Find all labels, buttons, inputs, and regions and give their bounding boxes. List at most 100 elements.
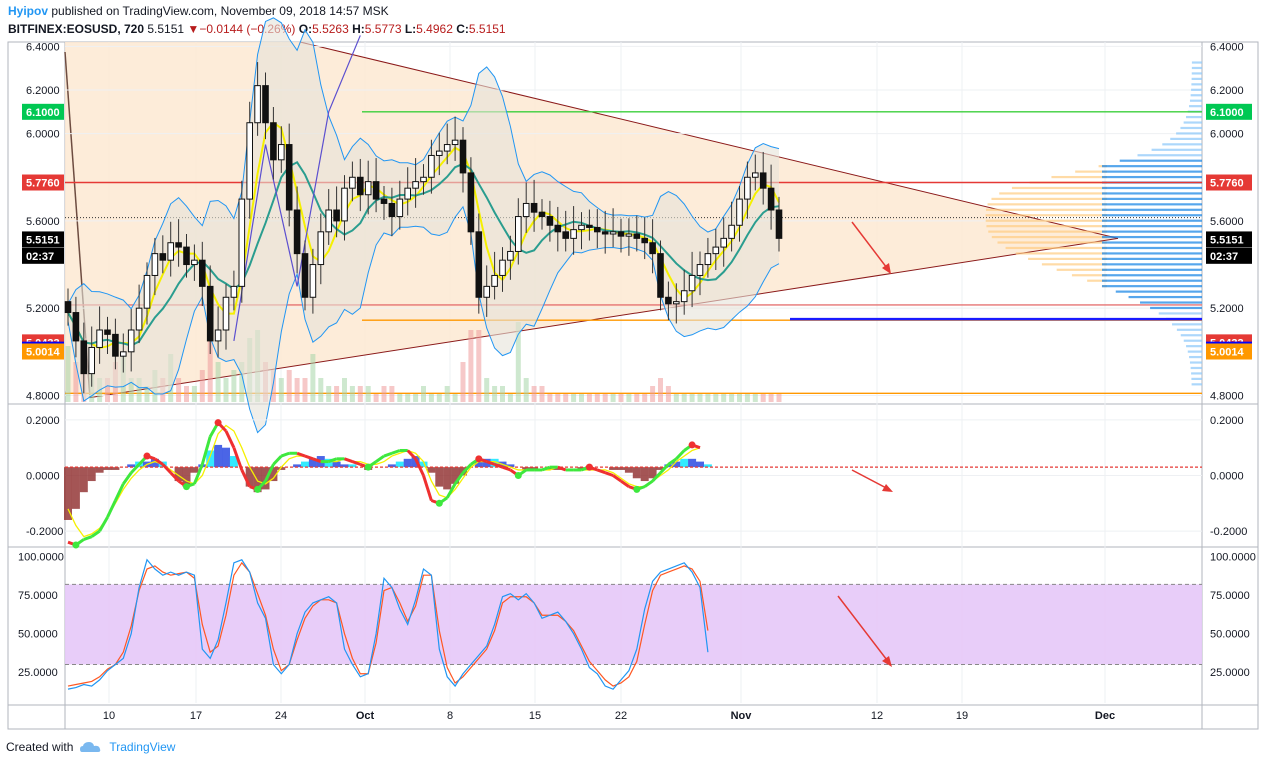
oscillator-arrow-line	[851, 469, 891, 491]
candle-body	[222, 296, 230, 331]
candle-body	[159, 253, 167, 261]
volume-bar	[365, 386, 371, 402]
candle-body	[388, 202, 396, 218]
stochastic-d-line	[67, 561, 709, 687]
volume-profile-bar	[1189, 105, 1202, 108]
volume-profile-bar	[1191, 72, 1202, 75]
oscillator-histogram-bar	[103, 467, 112, 470]
tradingview-link[interactable]: TradingView	[109, 740, 176, 754]
oscillator-main-line	[154, 457, 164, 466]
volume-bar	[713, 394, 719, 402]
oscillator-histogram-bar	[64, 467, 72, 520]
volume-profile-bar	[1180, 334, 1202, 337]
volume-bar	[326, 386, 332, 402]
volume-profile-bar	[1102, 235, 1202, 239]
candle-body	[594, 226, 601, 233]
oscillator-main-line	[422, 475, 433, 501]
oscillator-trough-dot	[72, 541, 80, 549]
volume-profile-bar	[1102, 263, 1202, 266]
volume-bar	[658, 378, 663, 402]
time-axis-label: 10	[103, 710, 115, 722]
volume-bar	[334, 386, 340, 402]
oscillator-histogram-bar	[640, 467, 649, 482]
price-badge-left	[22, 103, 64, 120]
candle-body	[206, 285, 214, 342]
candle-body	[325, 209, 332, 233]
oscillator-histogram-bar	[127, 464, 136, 468]
volume-profile-bar	[1189, 361, 1202, 364]
volume-profile-bar	[1191, 77, 1202, 80]
oscillator-main-line	[296, 451, 306, 458]
volume-bar	[729, 394, 735, 402]
price-badge-right-label: 5.5151	[1210, 234, 1244, 246]
oscillator-histogram-bar	[111, 467, 120, 470]
volume-bar	[768, 394, 774, 402]
volume-bar	[278, 378, 284, 402]
oscillator-main-line	[612, 474, 622, 483]
price-badge-right	[1206, 174, 1252, 191]
volume-bar	[468, 330, 474, 402]
candle-body	[617, 231, 625, 237]
volume-bar	[579, 394, 584, 402]
volume-bar	[342, 378, 347, 402]
volume-bar	[128, 378, 134, 402]
volume-profile-bar	[1191, 66, 1202, 70]
candle-body	[262, 85, 269, 124]
volume-bar	[310, 354, 316, 402]
oscillator-peak-dot	[585, 463, 593, 471]
candle-body	[301, 253, 309, 298]
candle-body	[507, 250, 514, 261]
price-tick-label-right: 4.8000	[1210, 390, 1244, 402]
volume-profile-bar	[1191, 61, 1202, 64]
bollinger-band-fill	[68, 17, 779, 433]
volume-profile-bar	[1102, 192, 1202, 195]
volume-bar	[191, 386, 197, 402]
oscillator-main-line	[312, 457, 322, 464]
volume-bar	[421, 386, 426, 402]
candle-body	[127, 329, 135, 353]
volume-bar	[65, 346, 71, 402]
candle-body	[696, 264, 704, 276]
volume-profile-bar	[1150, 306, 1202, 310]
oscillator-main-line	[675, 449, 686, 460]
volume-bar	[215, 362, 221, 402]
oscillator-main-line	[596, 468, 606, 475]
stochastic-tick-left: 50.0000	[18, 629, 58, 641]
volume-bar	[136, 378, 142, 402]
oscillator-histogram-bar	[253, 467, 262, 493]
oscillator-main-line	[541, 465, 551, 472]
author-link[interactable]: Hyipov	[8, 4, 49, 18]
volume-profile-bar	[1172, 323, 1202, 326]
oscillator-trough-dot	[633, 485, 641, 493]
chart-frame	[7, 41, 1259, 730]
candle-body	[609, 231, 617, 235]
volume-bar	[270, 370, 276, 402]
price-tick-label-right: 5.6000	[1210, 216, 1244, 228]
oscillator-tick-left: -0.2000	[26, 526, 63, 538]
price-badge-left-label: 6.1000	[26, 107, 60, 119]
oscillator-tick-right: 0.0000	[1210, 471, 1244, 483]
candle-body	[767, 187, 775, 211]
oscillator-histogram-bar	[443, 467, 452, 490]
candle-body	[357, 176, 364, 196]
volume-profile-bar	[1102, 252, 1202, 255]
oscillator-main-line	[414, 458, 425, 477]
volume-bar	[73, 362, 79, 402]
volume-bar	[413, 394, 419, 402]
volume-bar	[571, 394, 577, 402]
price-badge-right-label: 5.0014	[1210, 347, 1245, 359]
volume-bar	[460, 362, 466, 402]
candle-body	[720, 237, 728, 248]
volume-bar	[539, 386, 545, 402]
price-tick-label-right: 6.2000	[1210, 85, 1244, 97]
volume-profile-bar	[1191, 372, 1202, 375]
candle-body	[625, 233, 633, 237]
candle-body	[586, 224, 593, 228]
candle-body	[680, 290, 688, 303]
price-tick-label-right: 6.0000	[1210, 129, 1244, 141]
volume-bar	[397, 394, 403, 402]
volume-profile-bar	[1102, 219, 1202, 222]
stochastic-tick-right: 75.0000	[1210, 590, 1250, 602]
volume-profile-bar	[1189, 355, 1202, 359]
